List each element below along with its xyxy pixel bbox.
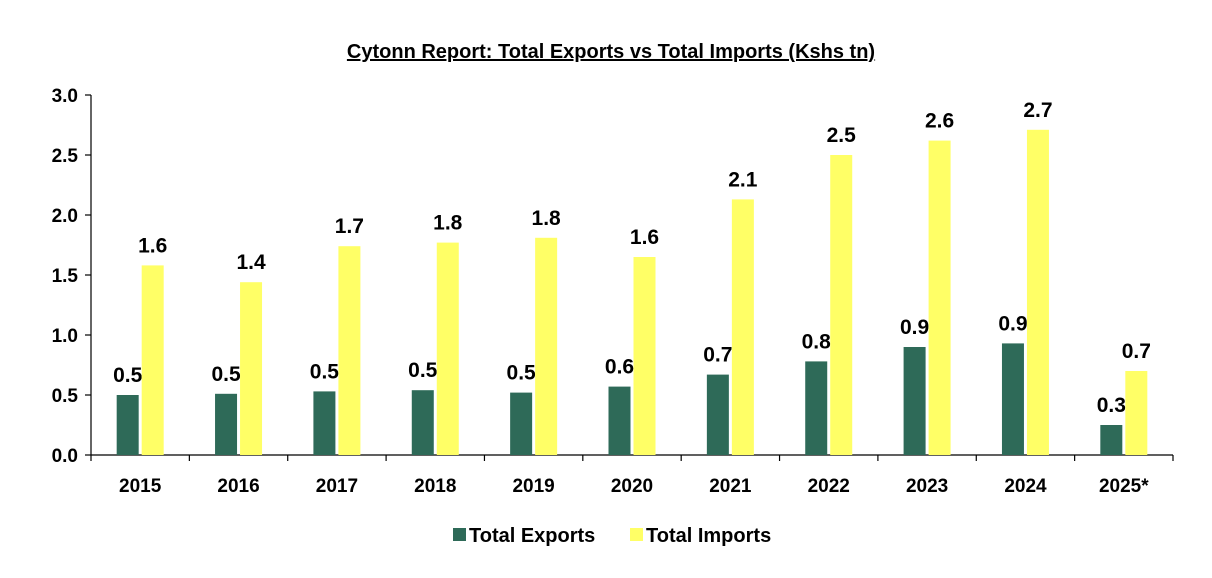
export-data-label: 0.9 <box>900 316 929 339</box>
x-tick-label: 2023 <box>906 476 948 497</box>
export-data-label: 0.5 <box>310 360 340 383</box>
export-data-label: 0.5 <box>507 362 537 385</box>
chart-title: Cytonn Report: Total Exports vs Total Im… <box>347 41 875 63</box>
import-data-label: 2.5 <box>827 124 857 147</box>
export-bar <box>608 386 631 455</box>
x-tick-label: 2025* <box>1099 476 1149 497</box>
x-tick-label: 2017 <box>316 476 358 497</box>
y-tick-label: 1.5 <box>52 266 79 287</box>
legend-item-exports-swatch <box>453 528 466 541</box>
export-data-label: 0.6 <box>605 356 634 379</box>
export-data-label: 0.8 <box>802 330 832 353</box>
import-data-label: 2.7 <box>1023 99 1052 122</box>
export-bar <box>411 390 434 455</box>
export-bar <box>706 374 729 455</box>
import-bar <box>928 140 951 455</box>
x-tick-label: 2016 <box>217 476 259 497</box>
x-tick-label: 2018 <box>414 476 456 497</box>
y-tick-label: 2.0 <box>52 206 78 227</box>
import-data-label: 2.1 <box>728 168 758 191</box>
y-tick-label: 2.5 <box>52 146 79 167</box>
export-data-label: 0.9 <box>998 312 1027 335</box>
import-bar <box>535 237 558 455</box>
import-data-label: 1.6 <box>630 226 659 249</box>
export-bar <box>1100 425 1123 455</box>
export-data-label: 0.3 <box>1097 394 1126 417</box>
export-data-label: 0.7 <box>703 344 732 367</box>
import-data-label: 1.4 <box>236 251 266 274</box>
import-data-label: 2.6 <box>925 110 954 133</box>
x-tick-label: 2024 <box>1004 476 1047 497</box>
x-tick-label: 2021 <box>709 476 752 497</box>
import-data-label: 0.7 <box>1122 340 1151 363</box>
import-data-label: 1.7 <box>335 215 364 238</box>
import-bar <box>436 242 459 455</box>
import-data-label: 1.8 <box>433 212 463 235</box>
legend-item-imports-label: Total Imports <box>646 525 771 547</box>
import-data-label: 1.6 <box>138 234 167 257</box>
import-bar <box>141 265 164 455</box>
x-tick-label: 2015 <box>119 476 162 497</box>
y-tick-label: 0.0 <box>52 446 78 467</box>
export-bar <box>116 395 139 455</box>
export-bar <box>313 391 336 455</box>
import-data-label: 1.8 <box>532 207 562 230</box>
import-bar <box>633 257 656 455</box>
export-bar <box>805 361 828 455</box>
import-bar <box>1125 371 1148 455</box>
export-bar <box>510 392 533 455</box>
x-tick-label: 2020 <box>611 476 653 497</box>
y-tick-label: 0.5 <box>52 386 79 407</box>
export-data-label: 0.5 <box>211 363 241 386</box>
x-tick-label: 2019 <box>512 476 554 497</box>
y-tick-label: 3.0 <box>52 86 78 107</box>
x-tick-label: 2022 <box>808 476 850 497</box>
import-bar <box>1026 129 1049 456</box>
legend-item-exports-label: Total Exports <box>469 525 595 547</box>
export-data-label: 0.5 <box>408 359 438 382</box>
export-bar <box>215 393 238 455</box>
export-data-label: 0.5 <box>113 364 143 387</box>
export-bar <box>903 347 926 455</box>
y-tick-label: 1.0 <box>52 326 78 347</box>
import-bar <box>338 246 361 455</box>
import-bar <box>731 199 754 455</box>
legend-item-imports-swatch <box>630 528 643 541</box>
import-bar <box>830 155 853 455</box>
import-bar <box>240 282 263 455</box>
export-bar <box>1001 343 1024 455</box>
